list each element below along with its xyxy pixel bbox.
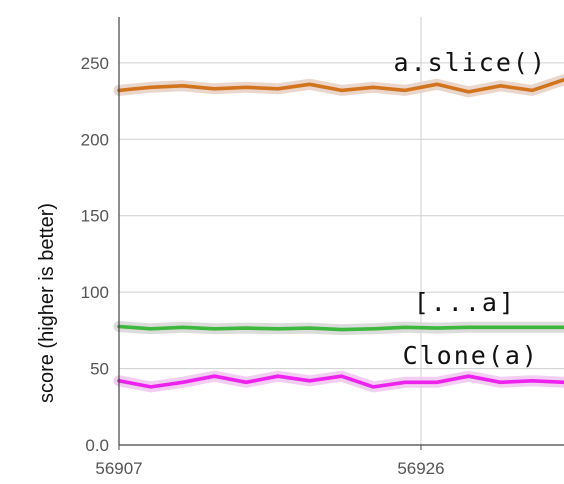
y-tick-label: 200 [81, 130, 109, 149]
y-tick-label: 0.0 [85, 436, 109, 455]
tick-labels: 0.0 50 100 150 200 250 56907 56926 [81, 54, 445, 478]
series-line [117, 374, 564, 389]
series-labels: a.slice() [...a] Clone(a) [394, 48, 547, 370]
y-tick-label: 100 [81, 283, 109, 302]
y-tick-label: 50 [90, 360, 109, 379]
series-line [117, 77, 564, 94]
y-tick-label: 250 [81, 54, 109, 73]
series-label: Clone(a) [403, 341, 539, 370]
x-tick-label: 56907 [95, 459, 142, 478]
y-tick-label: 150 [81, 207, 109, 226]
series-label: [...a] [414, 288, 516, 317]
y-axis-title: score (higher is better) [36, 203, 58, 403]
x-tick-label: 56926 [397, 459, 444, 478]
series-lines [117, 77, 564, 389]
axes [118, 17, 564, 446]
series-line [117, 324, 564, 332]
series-label: a.slice() [394, 48, 547, 77]
